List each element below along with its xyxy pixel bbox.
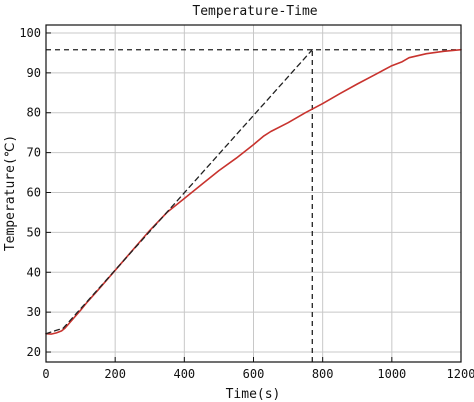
- x-tick-label: 400: [173, 367, 195, 381]
- x-tick-label: 1000: [377, 367, 406, 381]
- y-tick-label: 100: [19, 26, 41, 40]
- axis-ticks: 0 200 400 600 800 1000 1200 20 30 40 50 60 70 80 90 100: [19, 26, 474, 381]
- x-tick-label: 0: [42, 367, 49, 381]
- y-tick-label: 50: [27, 225, 41, 239]
- reference-lines: [46, 49, 461, 362]
- y-tick-label: 20: [27, 345, 41, 359]
- y-tick-label: 90: [27, 66, 41, 80]
- x-axis-title: Time(s): [226, 387, 281, 402]
- y-tick-label: 80: [27, 106, 41, 120]
- chart-title: Temperature-Time: [192, 4, 317, 19]
- series-lines: [45, 48, 462, 335]
- tangent-dashed-line: [45, 49, 313, 335]
- y-tick-label: 40: [27, 265, 41, 279]
- x-tick-label: 600: [243, 367, 265, 381]
- y-tick-label: 30: [27, 305, 41, 319]
- temperature-series-line: [45, 48, 462, 335]
- y-axis-title: Temperature(℃): [3, 135, 18, 251]
- x-tick-label: 1200: [447, 367, 474, 381]
- grid-lines: [45, 25, 462, 362]
- y-tick-label: 70: [27, 146, 41, 160]
- y-tick-label: 60: [27, 186, 41, 200]
- x-tick-label: 200: [104, 367, 126, 381]
- x-tick-label: 800: [312, 367, 334, 381]
